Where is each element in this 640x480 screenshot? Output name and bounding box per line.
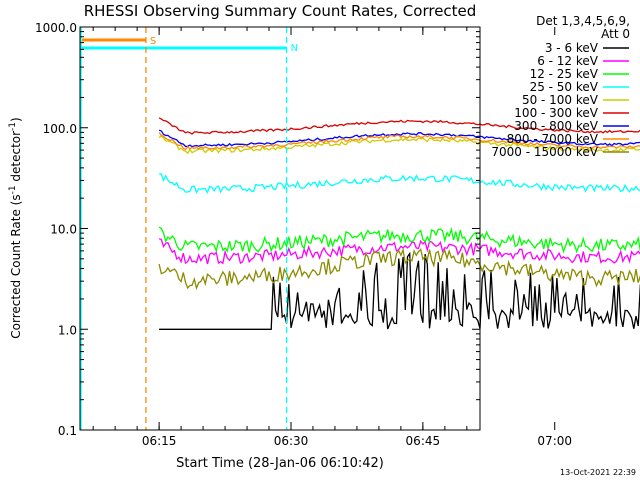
series-curves	[158, 117, 640, 330]
series-curve	[158, 247, 640, 291]
y-tick-label: 100.0	[43, 122, 77, 136]
legend-label: 300 - 800 keV	[514, 119, 598, 133]
x-axis-label: Start Time (28-Jan-06 06:10:42)	[176, 456, 384, 471]
series-curve	[158, 238, 640, 265]
series-curve	[159, 251, 640, 330]
x-tick-label: 06:45	[406, 434, 441, 448]
y-axis-label-sup1: -1	[8, 185, 18, 194]
legend-header-line2: Att 0	[601, 27, 630, 41]
legend-label: 800 - 7000 keV	[507, 132, 599, 146]
legend-label: 100 - 300 keV	[514, 106, 598, 120]
series-curve	[158, 134, 640, 155]
y-tick-label: 1000.0	[35, 21, 77, 35]
legend-label: 6 - 12 keV	[537, 54, 599, 68]
chart-title: RHESSI Observing Summary Count Rates, Co…	[84, 2, 477, 20]
series-curve	[158, 117, 640, 135]
series-curve	[159, 173, 640, 194]
y-tick-label: 10.0	[50, 223, 77, 237]
series-curve	[158, 226, 640, 254]
x-tick-label: 06:30	[274, 434, 309, 448]
axis-ticks: 06:1506:3006:4507:0007:1507:3007:451000.…	[35, 21, 572, 448]
legend-header-line1: Det 1,3,4,5,6,9,	[536, 14, 630, 28]
legend-label: 3 - 6 keV	[545, 41, 599, 55]
y-tick-label: 1.0	[58, 323, 77, 337]
legend-label: 50 - 100 keV	[522, 93, 599, 107]
x-tick-label: 07:00	[537, 434, 572, 448]
legend-label: 7000 - 15000 keV	[491, 145, 598, 159]
y-axis-label: Corrected Count Rate (s-1 detector-1)	[8, 117, 23, 338]
overlays: SN	[80, 27, 298, 430]
legend-label: 25 - 50 keV	[530, 80, 599, 94]
y-axis-label-main: Corrected Count Rate (s	[9, 194, 23, 338]
y-axis-label-mid: detector	[9, 131, 23, 186]
night-label: N	[291, 43, 298, 54]
x-tick-label: 06:15	[142, 434, 177, 448]
legend-label: 12 - 25 keV	[530, 67, 599, 81]
y-tick-label: 0.1	[58, 424, 77, 438]
saa-label: S	[150, 36, 156, 47]
render-timestamp: 13-Oct-2021 22:39	[560, 468, 636, 477]
series-curve	[158, 129, 640, 148]
y-axis-label-sup2: -1	[8, 122, 18, 131]
series-curve	[158, 132, 640, 151]
y-axis-label-end: )	[9, 117, 23, 122]
